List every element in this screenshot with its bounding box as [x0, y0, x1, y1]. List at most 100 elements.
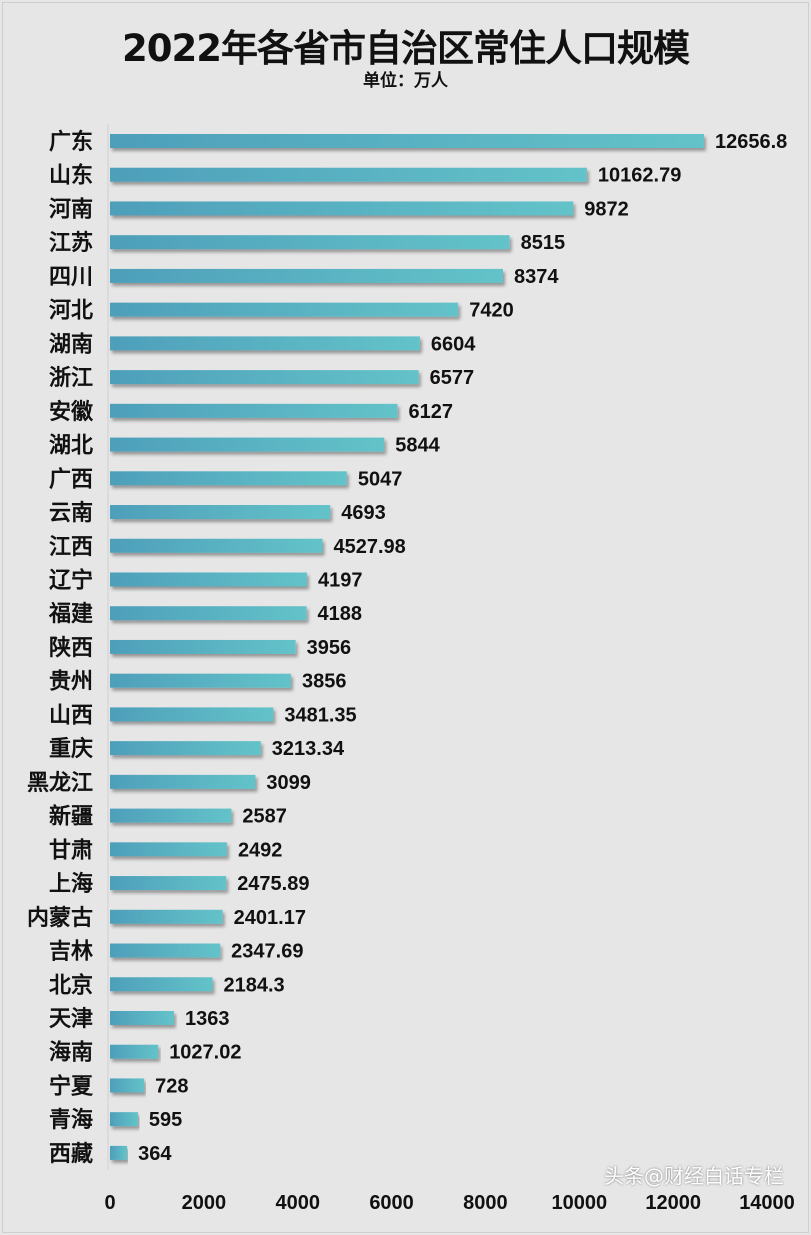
bar	[110, 134, 704, 148]
category-label: 陕西	[49, 636, 93, 661]
x-tick-label: 2000	[182, 1192, 227, 1214]
data-label: 3213.34	[272, 738, 345, 760]
data-label: 5844	[395, 435, 440, 457]
data-label: 3099	[266, 772, 311, 794]
x-tick-label: 0	[104, 1192, 115, 1214]
category-label: 吉林	[49, 939, 93, 965]
bar	[110, 538, 323, 553]
bar	[110, 876, 227, 891]
category-label: 北京	[49, 972, 93, 998]
category-label: 四川	[49, 265, 93, 290]
data-label: 2587	[242, 806, 287, 828]
data-label: 7420	[469, 300, 513, 322]
data-label: 8515	[521, 232, 566, 254]
data-label: 6604	[431, 333, 476, 355]
data-label: 6577	[430, 367, 475, 389]
bar	[110, 741, 261, 756]
data-label: 2184.3	[224, 974, 285, 996]
data-label: 2492	[238, 839, 282, 861]
data-label: 3956	[307, 637, 352, 659]
data-label: 12656.8	[715, 131, 787, 153]
x-tick-label: 4000	[275, 1192, 320, 1214]
bar	[110, 505, 331, 520]
category-label: 内蒙古	[27, 905, 93, 931]
bar	[110, 268, 503, 283]
data-label: 728	[155, 1075, 188, 1097]
bar	[110, 201, 574, 216]
x-tick-label: 14000	[739, 1192, 795, 1214]
category-label: 西藏	[49, 1142, 93, 1167]
category-label: 上海	[49, 871, 93, 897]
data-label: 4188	[318, 603, 363, 625]
bar	[110, 437, 385, 452]
data-label: 2401.17	[234, 907, 306, 929]
category-label: 山西	[49, 703, 93, 728]
chart-title: 2022年各省市自治区常住人口规模	[122, 27, 690, 70]
category-label: 山东	[49, 163, 93, 189]
category-label: 贵州	[49, 670, 93, 695]
category-label: 河北	[49, 299, 93, 324]
bar	[110, 639, 296, 654]
bar	[110, 1044, 159, 1059]
bar	[110, 302, 459, 317]
bar	[110, 235, 510, 250]
data-label: 364	[138, 1143, 172, 1165]
category-label: 广东	[49, 129, 93, 155]
data-label: 3856	[302, 671, 347, 693]
category-label: 青海	[49, 1107, 93, 1133]
bar	[110, 808, 232, 823]
data-label: 8374	[514, 266, 559, 288]
data-label: 2347.69	[231, 941, 303, 963]
bar	[110, 471, 347, 486]
category-label: 新疆	[49, 804, 93, 830]
data-label: 4197	[318, 569, 363, 591]
bar	[110, 1010, 174, 1025]
x-tick-label: 8000	[463, 1192, 508, 1214]
bar	[110, 370, 419, 385]
category-label: 安徽	[49, 399, 94, 425]
category-label: 江苏	[49, 230, 93, 256]
x-tick-label: 10000	[551, 1192, 607, 1214]
data-label: 9872	[584, 198, 629, 220]
category-label: 海南	[49, 1040, 93, 1066]
bar	[110, 943, 221, 958]
bar	[110, 977, 213, 992]
bar	[110, 1112, 138, 1127]
data-label: 1363	[185, 1008, 230, 1030]
category-label: 河南	[49, 197, 93, 222]
bar	[110, 842, 227, 857]
category-label: 天津	[49, 1006, 93, 1032]
bar	[110, 1145, 128, 1160]
data-label: 2475.89	[237, 873, 309, 895]
bar	[110, 606, 307, 621]
bar	[110, 909, 223, 924]
data-label: 4527.98	[333, 536, 405, 558]
chart-subtitle: 单位：万人	[363, 71, 448, 91]
bar	[110, 707, 274, 722]
bar	[110, 1078, 145, 1093]
data-label: 4693	[341, 502, 386, 524]
category-label: 云南	[49, 501, 93, 526]
category-label: 福建	[48, 602, 93, 627]
bar	[110, 774, 256, 789]
bar	[110, 673, 291, 688]
data-label: 595	[149, 1109, 182, 1131]
data-label: 1027.02	[169, 1042, 241, 1064]
data-label: 5047	[358, 468, 403, 490]
bar	[110, 167, 587, 182]
watermark: 头条@财经白话专栏	[604, 1164, 784, 1188]
bar	[110, 336, 420, 351]
category-label: 江西	[49, 535, 93, 560]
bar	[110, 403, 398, 418]
x-tick-label: 12000	[645, 1192, 701, 1214]
category-label: 重庆	[49, 736, 93, 762]
category-label: 浙江	[49, 366, 93, 391]
category-label: 甘肃	[49, 837, 93, 863]
category-label: 辽宁	[49, 567, 93, 593]
category-label: 黑龙江	[27, 771, 93, 796]
category-label: 广西	[49, 466, 93, 492]
data-label: 10162.79	[598, 165, 681, 187]
bar	[110, 572, 307, 587]
